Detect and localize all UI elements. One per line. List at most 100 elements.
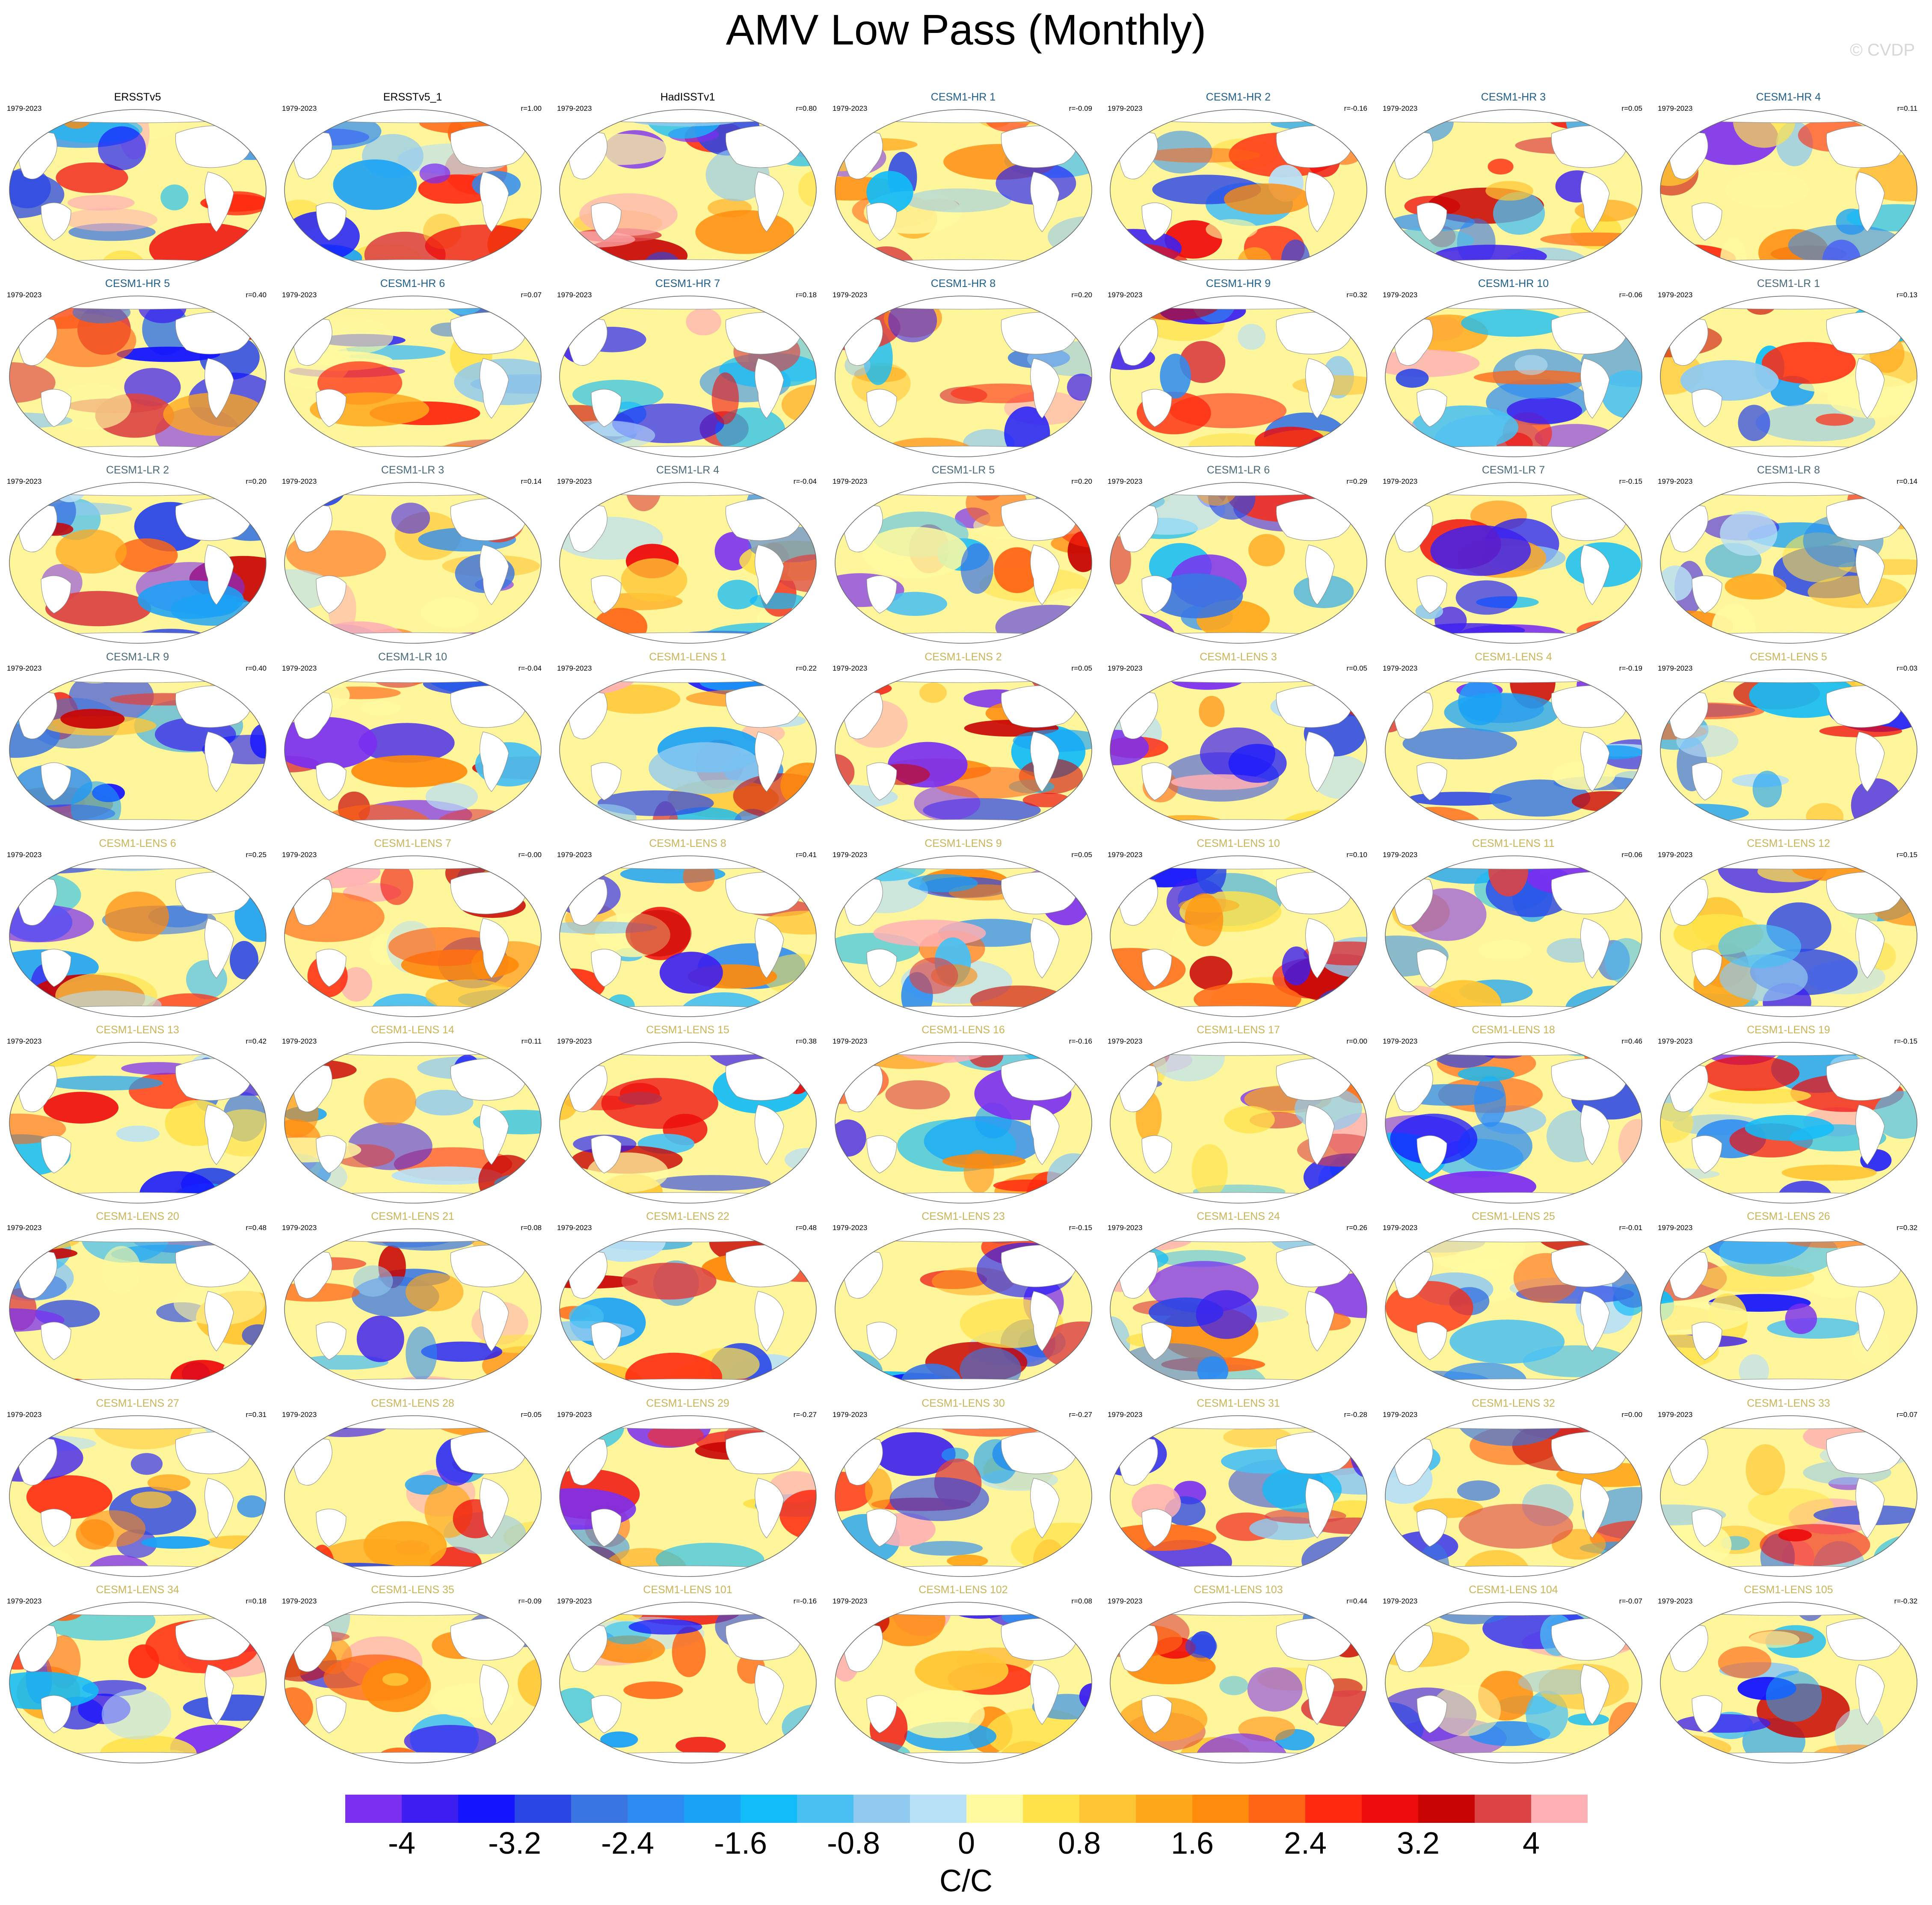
panel-years: 1979-2023 xyxy=(1383,291,1418,299)
anomaly-blob xyxy=(518,1658,541,1709)
land-mask xyxy=(725,125,802,168)
anomaly-blob xyxy=(1895,1615,1917,1633)
anomaly-blob xyxy=(960,543,994,594)
anomaly-blob xyxy=(1572,791,1640,812)
land-mask xyxy=(1692,202,1722,241)
map-outline xyxy=(284,296,542,457)
land-mask xyxy=(1551,498,1627,541)
land-mask xyxy=(1660,1752,1917,1763)
anomaly-blob xyxy=(1738,405,1770,441)
land-mask xyxy=(1305,1104,1335,1165)
land-mask xyxy=(284,1192,541,1203)
anomaly-blob xyxy=(621,558,687,602)
panel-correlation: r=0.20 xyxy=(1071,291,1092,299)
colorbar-segment xyxy=(684,1795,741,1823)
land-mask xyxy=(41,1695,71,1733)
anomaly-blob xyxy=(873,920,986,947)
land-mask xyxy=(41,575,71,614)
map-outline xyxy=(1110,1228,1367,1390)
panel-correlation: r=0.14 xyxy=(521,477,542,485)
land-mask xyxy=(725,1058,802,1101)
sst-map xyxy=(835,1228,1092,1390)
land-mask xyxy=(9,296,266,310)
map-outline xyxy=(284,109,542,271)
land-mask xyxy=(284,1006,541,1017)
anomaly-blob xyxy=(9,1308,65,1332)
land-mask xyxy=(1305,1478,1335,1538)
panel-years: 1979-2023 xyxy=(7,1597,42,1605)
panel-years: 1979-2023 xyxy=(557,104,592,112)
land-mask xyxy=(1110,1416,1367,1429)
anomaly-blob xyxy=(593,1635,665,1663)
panel-title: CESM1-LENS 6 xyxy=(99,837,176,849)
map-outline xyxy=(1110,482,1367,644)
sst-map xyxy=(9,1228,267,1390)
land-mask xyxy=(480,1104,509,1165)
anomaly-blob xyxy=(47,1076,163,1091)
land-mask xyxy=(204,1478,234,1538)
panel-correlation: r=0.08 xyxy=(1071,1597,1092,1605)
panel-correlation: r=0.44 xyxy=(1346,1597,1367,1605)
panel-years: 1979-2023 xyxy=(282,1597,317,1605)
anomaly-blob xyxy=(1458,1504,1573,1549)
map-outline xyxy=(1385,109,1642,271)
map-panel: CESM1-LENS 105 1979-2023 r=-0.32 xyxy=(1651,1583,1926,1770)
land-mask xyxy=(866,762,897,801)
panel-years: 1979-2023 xyxy=(557,1597,592,1605)
land-mask xyxy=(591,1322,622,1360)
panel-correlation: r=-0.16 xyxy=(1069,1037,1092,1045)
sst-map xyxy=(1385,1042,1642,1204)
anomaly-blob xyxy=(1457,1480,1500,1501)
anomaly-blob xyxy=(26,1475,113,1519)
land-mask xyxy=(1660,1042,1917,1056)
anomaly-blob xyxy=(711,372,739,424)
anomaly-blob xyxy=(1247,1667,1303,1712)
land-mask xyxy=(1141,1135,1172,1174)
anomaly-blob xyxy=(1455,580,1517,615)
panel-years: 1979-2023 xyxy=(833,1037,868,1045)
colorbar-segment xyxy=(966,1795,1023,1823)
anomaly-blob xyxy=(1660,1301,1750,1333)
anomaly-blob xyxy=(905,188,1011,213)
anomaly-blob xyxy=(1458,679,1502,725)
anomaly-blob xyxy=(649,742,762,794)
anomaly-blob xyxy=(80,1510,146,1547)
map-panel: CESM1-LENS 34 1979-2023 r=0.18 xyxy=(0,1583,275,1770)
land-mask xyxy=(1385,296,1642,310)
panel-title: CESM1-LENS 31 xyxy=(1197,1397,1280,1409)
map-outline xyxy=(284,482,542,644)
anomaly-blob xyxy=(210,1005,266,1017)
sst-map xyxy=(559,1042,817,1204)
land-mask xyxy=(866,1695,897,1733)
panel-correlation: r=0.05 xyxy=(1346,664,1367,672)
land-mask xyxy=(284,1042,541,1056)
anomaly-blob xyxy=(1185,1634,1217,1658)
anomaly-blob xyxy=(1224,1106,1275,1133)
land-mask xyxy=(1660,1565,1917,1577)
land-mask xyxy=(1580,1104,1610,1165)
anomaly-blob xyxy=(1426,980,1502,1017)
anomaly-blob xyxy=(1660,1103,1693,1143)
anomaly-blob xyxy=(1223,1426,1292,1448)
map-panel: CESM1-LENS 33 1979-2023 r=0.07 xyxy=(1651,1397,1926,1583)
map-panel: CESM1-LENS 15 1979-2023 r=0.38 xyxy=(550,1023,825,1210)
colorbar-tick-label: -3.2 xyxy=(488,1826,542,1861)
colorbar-units: C/C xyxy=(939,1864,993,1898)
land-mask xyxy=(1660,1416,1917,1429)
land-mask xyxy=(1001,125,1077,168)
anomaly-blob xyxy=(1745,1115,1834,1141)
land-mask xyxy=(284,446,541,457)
panel-years: 1979-2023 xyxy=(833,1224,868,1232)
panel-correlation: r=0.22 xyxy=(796,664,817,672)
map-panel: CESM1-LENS 23 1979-2023 r=-0.15 xyxy=(826,1210,1101,1396)
colorbar-tick-label: -1.6 xyxy=(714,1826,767,1861)
land-mask xyxy=(9,1229,266,1242)
land-mask xyxy=(725,1618,802,1661)
land-mask xyxy=(1001,685,1077,728)
land-mask xyxy=(835,1042,1092,1056)
panel-title: CESM1-LENS 32 xyxy=(1472,1397,1555,1409)
anomaly-blob xyxy=(406,1326,437,1380)
land-mask xyxy=(450,498,527,541)
panel-correlation: r=0.00 xyxy=(1346,1037,1367,1045)
